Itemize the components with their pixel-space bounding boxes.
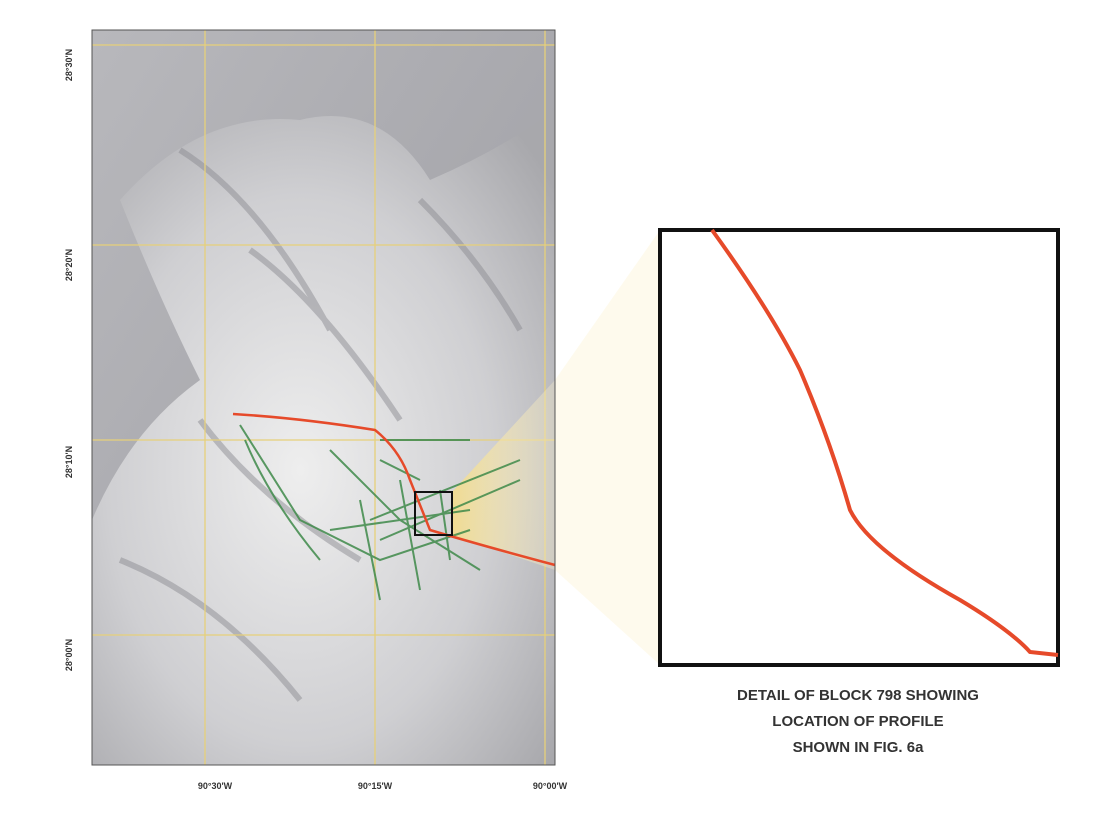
caption-line: LOCATION OF PROFILE bbox=[772, 713, 943, 730]
caption-line: DETAIL OF BLOCK 798 SHOWING bbox=[737, 687, 979, 704]
detail-profile-line bbox=[710, 228, 1059, 657]
relief bbox=[92, 110, 555, 765]
lat-labels: 28°30'N 28°20'N 28°10'N 28°00'N bbox=[64, 49, 74, 671]
map-frame bbox=[91, 29, 556, 766]
zoom-fan bbox=[452, 380, 555, 570]
detail-frame bbox=[658, 228, 1060, 667]
survey-lines bbox=[239, 424, 521, 601]
lat-label: 28°00'N bbox=[64, 639, 74, 671]
block-798-outline bbox=[414, 491, 453, 536]
zoom-fan bbox=[555, 230, 660, 665]
detail-panel: DETAIL OF BLOCK 798 SHOWING LOCATION OF … bbox=[658, 228, 1060, 756]
lat-label: 28°10'N bbox=[64, 446, 74, 478]
lon-label: 90°00'W bbox=[533, 781, 568, 791]
profile-line bbox=[232, 412, 556, 567]
ridges bbox=[118, 147, 523, 702]
lon-labels: 90°30'W 90°15'W 90°00'W bbox=[198, 781, 568, 791]
lon-label: 90°30'W bbox=[198, 781, 233, 791]
lat-label: 28°30'N bbox=[64, 49, 74, 81]
lon-label: 90°15'W bbox=[358, 781, 393, 791]
lat-label: 28°20'N bbox=[64, 249, 74, 281]
map bbox=[91, 29, 660, 766]
caption-line: SHOWN IN FIG. 6a bbox=[793, 739, 925, 756]
